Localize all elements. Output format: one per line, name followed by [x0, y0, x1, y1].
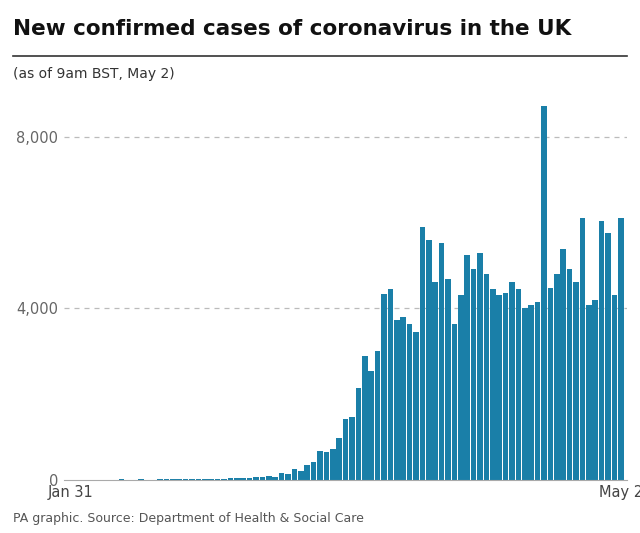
- Bar: [337, 438, 342, 480]
- Bar: [535, 302, 540, 480]
- Bar: [433, 282, 438, 480]
- Bar: [305, 465, 310, 480]
- Bar: [324, 452, 329, 480]
- Bar: [567, 269, 572, 480]
- Bar: [612, 295, 617, 480]
- Bar: [202, 479, 207, 480]
- Bar: [317, 451, 323, 480]
- Bar: [234, 479, 239, 480]
- Bar: [509, 282, 515, 480]
- Bar: [401, 317, 406, 480]
- Bar: [298, 471, 303, 480]
- Bar: [529, 305, 534, 480]
- Bar: [215, 479, 220, 480]
- Bar: [522, 309, 527, 480]
- Bar: [253, 477, 259, 480]
- Bar: [586, 305, 591, 480]
- Bar: [541, 106, 547, 480]
- Bar: [471, 269, 476, 480]
- Bar: [209, 479, 214, 480]
- Text: New confirmed cases of coronavirus in the UK: New confirmed cases of coronavirus in th…: [13, 19, 571, 39]
- Bar: [503, 294, 508, 480]
- Bar: [394, 320, 399, 480]
- Bar: [413, 332, 419, 480]
- Bar: [548, 288, 553, 480]
- Bar: [605, 232, 611, 480]
- Bar: [516, 289, 521, 480]
- Bar: [618, 217, 623, 480]
- Bar: [375, 351, 380, 480]
- Bar: [369, 370, 374, 480]
- Bar: [381, 294, 387, 480]
- Bar: [266, 477, 271, 480]
- Bar: [445, 279, 451, 480]
- Text: PA graphic. Source: Department of Health & Social Care: PA graphic. Source: Department of Health…: [13, 512, 364, 525]
- Bar: [260, 477, 265, 480]
- Bar: [497, 295, 502, 480]
- Bar: [285, 473, 291, 480]
- Bar: [484, 273, 489, 480]
- Bar: [330, 449, 335, 480]
- Bar: [311, 462, 316, 480]
- Bar: [228, 478, 233, 480]
- Bar: [452, 324, 457, 480]
- Bar: [349, 417, 355, 480]
- Bar: [420, 227, 425, 480]
- Bar: [362, 356, 367, 480]
- Bar: [599, 221, 604, 480]
- Bar: [247, 478, 252, 480]
- Bar: [426, 240, 431, 480]
- Bar: [561, 249, 566, 480]
- Bar: [573, 282, 579, 480]
- Bar: [439, 243, 444, 480]
- Bar: [554, 274, 559, 480]
- Bar: [490, 289, 495, 480]
- Bar: [356, 389, 361, 480]
- Bar: [279, 473, 284, 480]
- Bar: [458, 295, 463, 480]
- Bar: [273, 477, 278, 480]
- Text: (as of 9am BST, May 2): (as of 9am BST, May 2): [13, 67, 175, 80]
- Bar: [241, 478, 246, 480]
- Bar: [465, 255, 470, 480]
- Bar: [593, 300, 598, 480]
- Bar: [580, 217, 585, 480]
- Bar: [407, 324, 412, 480]
- Bar: [292, 469, 297, 480]
- Bar: [477, 253, 483, 480]
- Bar: [388, 289, 393, 480]
- Bar: [343, 418, 348, 480]
